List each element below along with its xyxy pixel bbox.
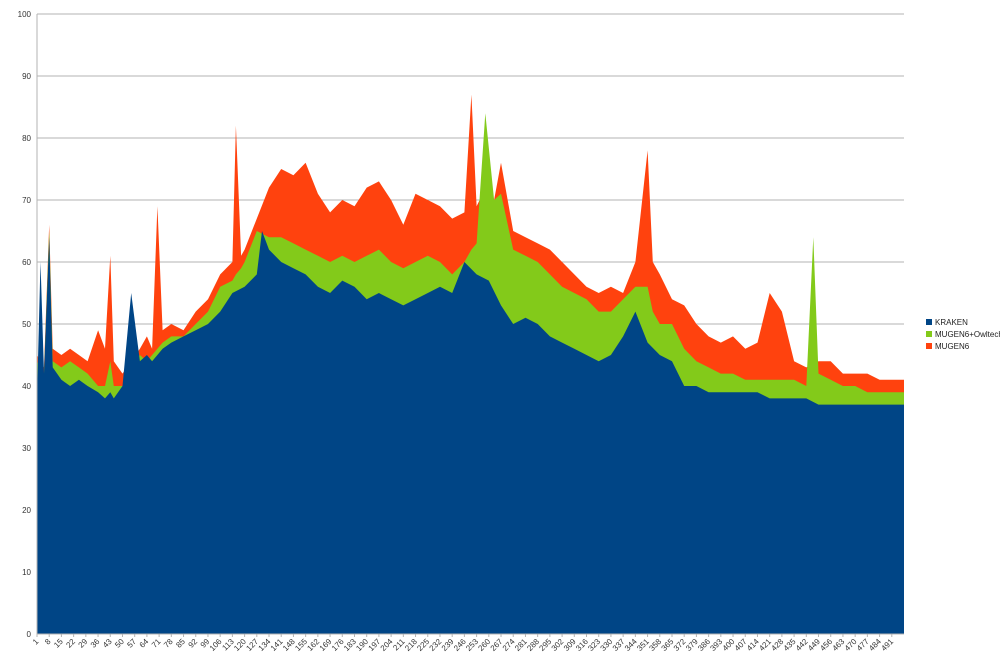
y-tick-label: 70 bbox=[22, 196, 31, 205]
y-tick-label: 40 bbox=[22, 382, 31, 391]
x-tick-label: 491 bbox=[879, 637, 895, 653]
legend-swatch-mugen6 bbox=[926, 343, 932, 349]
y-tick-label: 30 bbox=[22, 444, 31, 453]
y-tick-label: 60 bbox=[22, 258, 31, 267]
legend: KRAKEN MUGEN6+Owltech MUGEN6 bbox=[926, 316, 1000, 352]
x-tick-label: 1 bbox=[31, 637, 41, 647]
y-tick-label: 10 bbox=[22, 568, 31, 577]
y-tick-label: 100 bbox=[18, 10, 32, 19]
legend-item-kraken: KRAKEN bbox=[926, 316, 1000, 328]
y-tick-label: 90 bbox=[22, 72, 31, 81]
y-tick-label: 0 bbox=[27, 630, 32, 639]
legend-swatch-mugen6-owltech bbox=[926, 331, 932, 337]
legend-label-mugen6-owltech: MUGEN6+Owltech bbox=[935, 329, 1000, 339]
legend-label-mugen6: MUGEN6 bbox=[935, 341, 970, 351]
legend-item-mugen6: MUGEN6 bbox=[926, 340, 1000, 352]
area-series-kraken bbox=[37, 231, 904, 634]
y-axis-ticks: 0 10 20 30 40 50 60 70 80 90 100 bbox=[18, 10, 32, 639]
plot-areas bbox=[37, 94, 904, 635]
legend-item-mugen6-owltech: MUGEN6+Owltech bbox=[926, 328, 1000, 340]
y-tick-label: 80 bbox=[22, 134, 31, 143]
legend-label-kraken: KRAKEN bbox=[935, 317, 968, 327]
x-tick-label: 8 bbox=[43, 637, 53, 647]
legend-swatch-kraken bbox=[926, 319, 932, 325]
y-tick-label: 20 bbox=[22, 506, 31, 515]
axes bbox=[36, 14, 904, 635]
x-axis-ticks: 1 8 15 22 29 36 43 50 57 64 71 78 85 92 99106113120127… bbox=[31, 634, 896, 653]
y-tick-label: 50 bbox=[22, 320, 31, 329]
